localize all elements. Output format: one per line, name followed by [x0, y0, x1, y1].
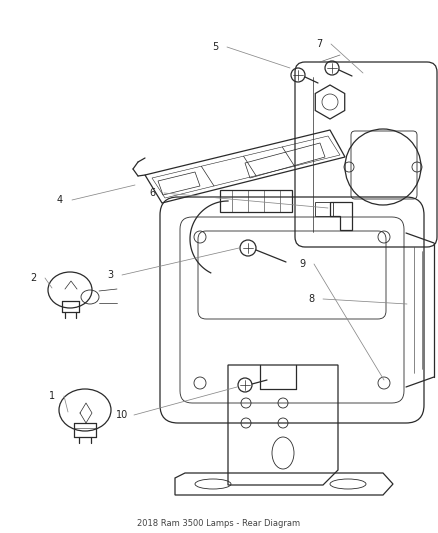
Text: 8: 8: [308, 294, 314, 304]
Text: 2018 Ram 3500 Lamps - Rear Diagram: 2018 Ram 3500 Lamps - Rear Diagram: [138, 520, 300, 529]
Text: 10: 10: [116, 410, 128, 420]
Text: 4: 4: [57, 195, 63, 205]
Text: 6: 6: [149, 188, 155, 198]
Text: 2: 2: [30, 273, 36, 283]
Text: 9: 9: [299, 259, 305, 269]
Text: 7: 7: [316, 39, 322, 49]
Bar: [315, 202, 333, 216]
Text: 3: 3: [107, 270, 113, 280]
Text: 5: 5: [212, 42, 218, 52]
Text: 1: 1: [49, 391, 55, 401]
Bar: [220, 190, 292, 212]
